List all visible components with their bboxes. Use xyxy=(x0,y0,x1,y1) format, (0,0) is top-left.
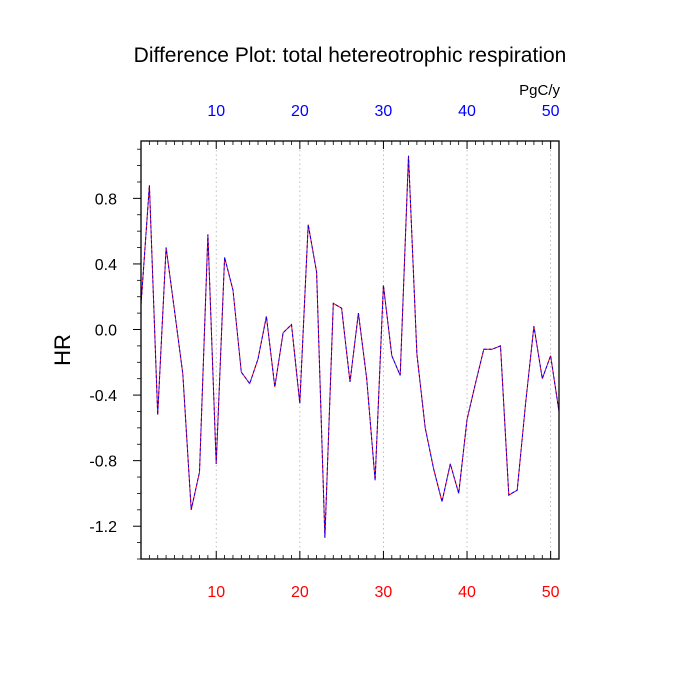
x-tick-label-bottom: 50 xyxy=(542,584,560,601)
y-tick-label: -0.4 xyxy=(89,388,117,405)
x-tick-label-top: 40 xyxy=(458,103,476,120)
y-tick-label: -1.2 xyxy=(89,519,117,536)
series-lines xyxy=(140,155,560,538)
x-tick-label-bottom: 30 xyxy=(375,584,393,601)
y-axis-label: HR xyxy=(50,334,75,366)
x-tick-label-top: 50 xyxy=(542,103,560,120)
y-tick-label: 0.8 xyxy=(95,191,117,208)
x-tick-label-top: 30 xyxy=(375,103,393,120)
units-label: PgC/y xyxy=(519,82,560,99)
plot-frame xyxy=(140,140,560,560)
series-line-solid xyxy=(140,155,560,538)
chart-title: Difference Plot: total hetereotrophic re… xyxy=(134,44,567,67)
x-tick-label-bottom: 10 xyxy=(207,584,225,601)
x-tick-label-top: 10 xyxy=(207,103,225,120)
x-tick-label-top: 20 xyxy=(291,103,309,120)
tick-labels: 10 10 20 20 30 30 40 40 50 50 -1.2 -0.8 -0.4 0.0 0.4 0.… xyxy=(89,103,559,601)
x-tick-label-bottom: 40 xyxy=(458,584,476,601)
y-tick-label: 0.0 xyxy=(95,323,117,340)
x-tick-label-bottom: 20 xyxy=(291,584,309,601)
axis-ticks xyxy=(133,141,560,560)
y-tick-label: -0.8 xyxy=(89,454,117,471)
y-tick-label: 0.4 xyxy=(95,257,117,274)
series-line-dashed xyxy=(140,155,560,538)
